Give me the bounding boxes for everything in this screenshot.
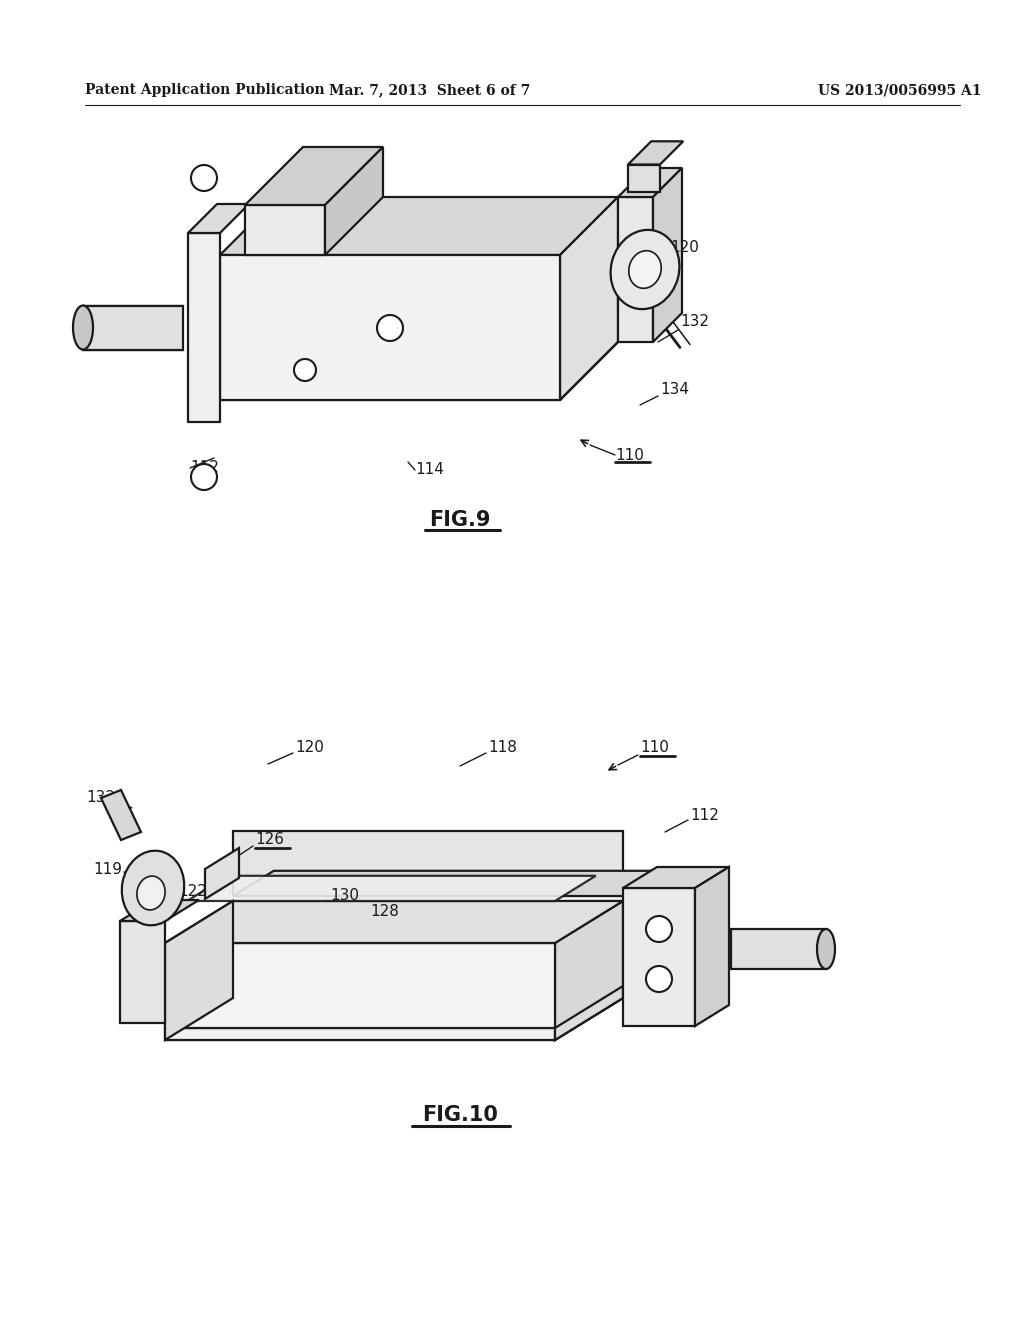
Polygon shape (653, 168, 682, 342)
Circle shape (377, 315, 403, 341)
Polygon shape (245, 147, 383, 205)
Text: 132: 132 (680, 314, 709, 330)
Polygon shape (165, 902, 233, 1040)
Polygon shape (325, 147, 383, 255)
Polygon shape (623, 867, 729, 888)
Text: 128: 128 (370, 904, 399, 920)
Text: 134: 134 (660, 383, 689, 397)
Polygon shape (555, 902, 623, 1040)
Circle shape (646, 916, 672, 942)
Text: US 2013/0056995 A1: US 2013/0056995 A1 (818, 83, 982, 96)
Ellipse shape (629, 251, 662, 288)
Text: 110: 110 (640, 741, 669, 755)
Polygon shape (695, 867, 729, 1026)
Text: FIG.9: FIG.9 (429, 510, 490, 531)
Polygon shape (165, 942, 555, 1028)
Text: 120: 120 (295, 741, 324, 755)
Polygon shape (120, 921, 165, 1023)
Text: 114: 114 (415, 462, 443, 478)
Text: 120: 120 (670, 240, 698, 256)
Circle shape (191, 465, 217, 490)
Ellipse shape (610, 230, 680, 309)
Polygon shape (187, 875, 596, 902)
Polygon shape (560, 197, 618, 400)
Text: 130: 130 (330, 887, 359, 903)
Polygon shape (618, 168, 682, 197)
Polygon shape (220, 255, 560, 400)
Text: 126: 126 (255, 833, 284, 847)
Text: Mar. 7, 2013  Sheet 6 of 7: Mar. 7, 2013 Sheet 6 of 7 (330, 83, 530, 96)
Text: 132: 132 (86, 791, 115, 805)
Circle shape (191, 165, 217, 191)
Ellipse shape (73, 305, 93, 350)
Text: FIG.10: FIG.10 (422, 1105, 498, 1125)
Circle shape (646, 966, 672, 993)
Text: 110: 110 (615, 447, 644, 462)
Polygon shape (165, 998, 623, 1040)
Polygon shape (618, 197, 653, 342)
Polygon shape (623, 888, 695, 1026)
Polygon shape (628, 165, 660, 191)
Text: 119: 119 (93, 862, 122, 878)
Polygon shape (188, 234, 220, 422)
Polygon shape (165, 1028, 555, 1040)
Polygon shape (101, 789, 141, 840)
Text: 112: 112 (690, 808, 719, 822)
Polygon shape (628, 141, 683, 165)
Text: 122: 122 (720, 931, 749, 945)
Polygon shape (120, 900, 199, 921)
Ellipse shape (122, 850, 184, 925)
Polygon shape (233, 832, 623, 896)
Polygon shape (220, 197, 618, 255)
Polygon shape (83, 305, 183, 350)
Text: 122: 122 (178, 884, 207, 899)
Polygon shape (555, 986, 623, 1040)
Polygon shape (233, 902, 623, 986)
Polygon shape (233, 871, 664, 896)
Text: 112: 112 (190, 461, 219, 475)
Text: 122: 122 (122, 308, 151, 322)
Ellipse shape (137, 876, 165, 909)
Polygon shape (205, 847, 239, 899)
Circle shape (294, 359, 316, 381)
Polygon shape (188, 205, 249, 234)
Polygon shape (731, 929, 826, 969)
Polygon shape (245, 205, 325, 255)
Text: Patent Application Publication: Patent Application Publication (85, 83, 325, 96)
Ellipse shape (817, 929, 835, 969)
Text: 118: 118 (488, 741, 517, 755)
Polygon shape (165, 902, 623, 942)
